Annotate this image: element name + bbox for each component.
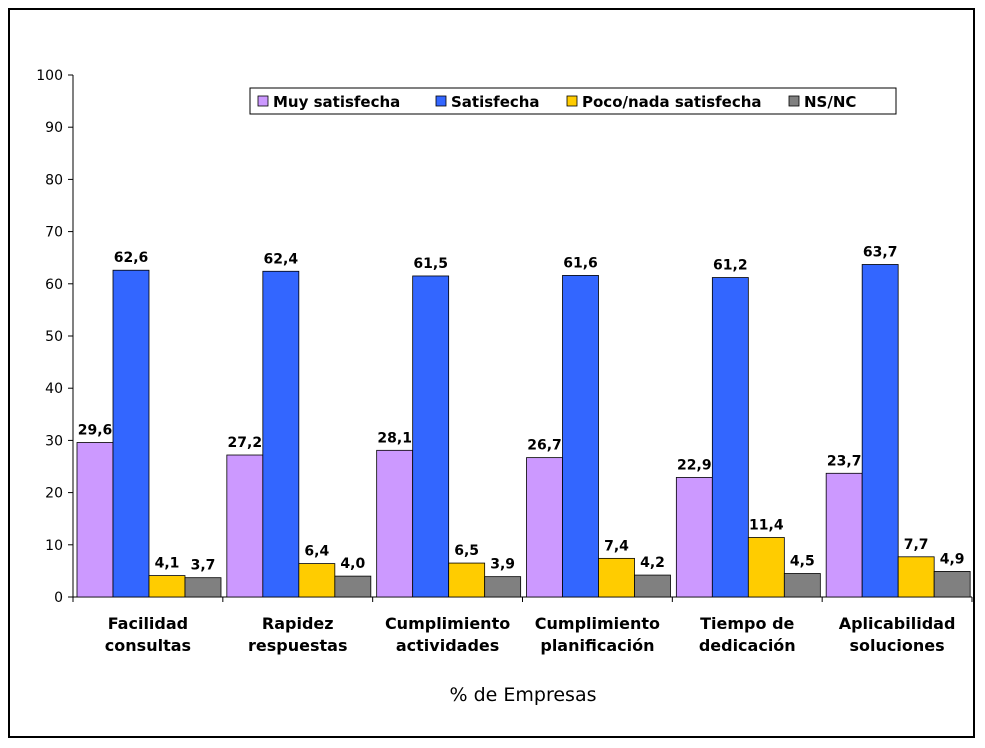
legend-label: Poco/nada satisfecha — [582, 93, 762, 111]
bar — [562, 275, 599, 598]
bar — [412, 275, 450, 598]
y-tick-label: 100 — [36, 68, 63, 84]
bar — [675, 477, 713, 598]
category-label: Aplicabilidad — [839, 614, 956, 633]
bar — [861, 264, 899, 598]
legend-swatch — [257, 95, 269, 107]
y-tick-label: 30 — [45, 433, 63, 449]
bar — [334, 575, 372, 598]
category-label: dedicación — [699, 636, 796, 655]
data-label: 29,6 — [78, 422, 113, 438]
category-label: actividades — [396, 636, 499, 655]
legend-swatch — [435, 95, 447, 107]
bar — [634, 574, 671, 598]
data-label: 61,2 — [713, 258, 748, 274]
data-label: 6,4 — [304, 544, 329, 560]
bar — [484, 576, 522, 598]
bar — [148, 575, 186, 598]
category-label: soluciones — [850, 636, 945, 655]
y-tick-label: 60 — [45, 277, 63, 293]
data-label: 11,4 — [749, 517, 784, 533]
legend-swatch — [566, 95, 578, 107]
data-label: 28,1 — [377, 430, 412, 446]
category-label: Rapidez — [262, 614, 334, 633]
data-label: 4,5 — [790, 554, 815, 570]
chart-frame: 0 10 20 30 40 50 60 70 80 90 100 29,6 62,6 4,1 3,7 Faci… — [8, 8, 975, 738]
bar — [448, 562, 486, 598]
x-axis-title: % de Empresas — [450, 684, 597, 706]
legend-label: NS/NC — [804, 93, 856, 111]
data-label: 7,7 — [904, 537, 929, 553]
legend-swatch — [788, 95, 800, 107]
data-label: 4,0 — [340, 556, 365, 572]
category-label: Cumplimiento — [535, 614, 660, 633]
data-label: 63,7 — [863, 244, 898, 260]
data-label: 62,4 — [264, 251, 299, 267]
category-label: Facilidad — [108, 614, 188, 633]
bar — [226, 454, 264, 598]
bar-chart: 0 10 20 30 40 50 60 70 80 90 100 29,6 62,6 4,1 3,7 Faci… — [36, 68, 973, 706]
data-label: 6,5 — [454, 543, 479, 559]
bar — [825, 472, 863, 598]
y-tick-label: 40 — [45, 381, 63, 397]
y-tick-label: 80 — [45, 172, 63, 188]
data-label: 4,1 — [155, 556, 180, 572]
bar — [598, 557, 635, 598]
bar — [298, 563, 336, 598]
data-label: 23,7 — [827, 453, 862, 469]
bar — [933, 571, 971, 598]
bar — [112, 269, 150, 598]
bar — [783, 573, 821, 598]
y-tick-label: 70 — [45, 225, 63, 241]
legend-label: Satisfecha — [451, 93, 540, 111]
category-label: Tiempo de — [700, 614, 794, 633]
bar — [184, 577, 222, 598]
data-label: 27,2 — [228, 435, 263, 451]
y-tick-label: 90 — [45, 120, 63, 136]
bar — [262, 270, 300, 598]
legend-label: Muy satisfecha — [273, 93, 400, 111]
category-label: Cumplimiento — [385, 614, 510, 633]
data-label: 61,5 — [413, 256, 448, 272]
data-label: 3,7 — [191, 558, 216, 574]
data-label: 62,6 — [114, 250, 149, 266]
data-label: 7,4 — [604, 538, 629, 554]
bar — [526, 457, 563, 598]
y-tick-label: 50 — [45, 329, 63, 345]
bar — [747, 537, 785, 598]
y-tick-label: 20 — [45, 486, 63, 502]
bar — [76, 442, 114, 598]
category-label: respuestas — [248, 636, 347, 655]
data-label: 4,9 — [940, 551, 965, 567]
bar — [376, 449, 414, 598]
bar — [897, 556, 935, 598]
y-tick-label: 10 — [45, 538, 63, 554]
category-label: planificación — [540, 636, 654, 655]
bar — [711, 277, 749, 598]
data-label: 22,9 — [677, 457, 712, 473]
data-label: 26,7 — [527, 438, 562, 454]
category-label: consultas — [105, 636, 191, 655]
data-label: 61,6 — [563, 255, 598, 271]
y-tick-label: 0 — [54, 590, 63, 606]
data-label: 3,9 — [490, 557, 515, 573]
data-label: 4,2 — [640, 555, 665, 571]
